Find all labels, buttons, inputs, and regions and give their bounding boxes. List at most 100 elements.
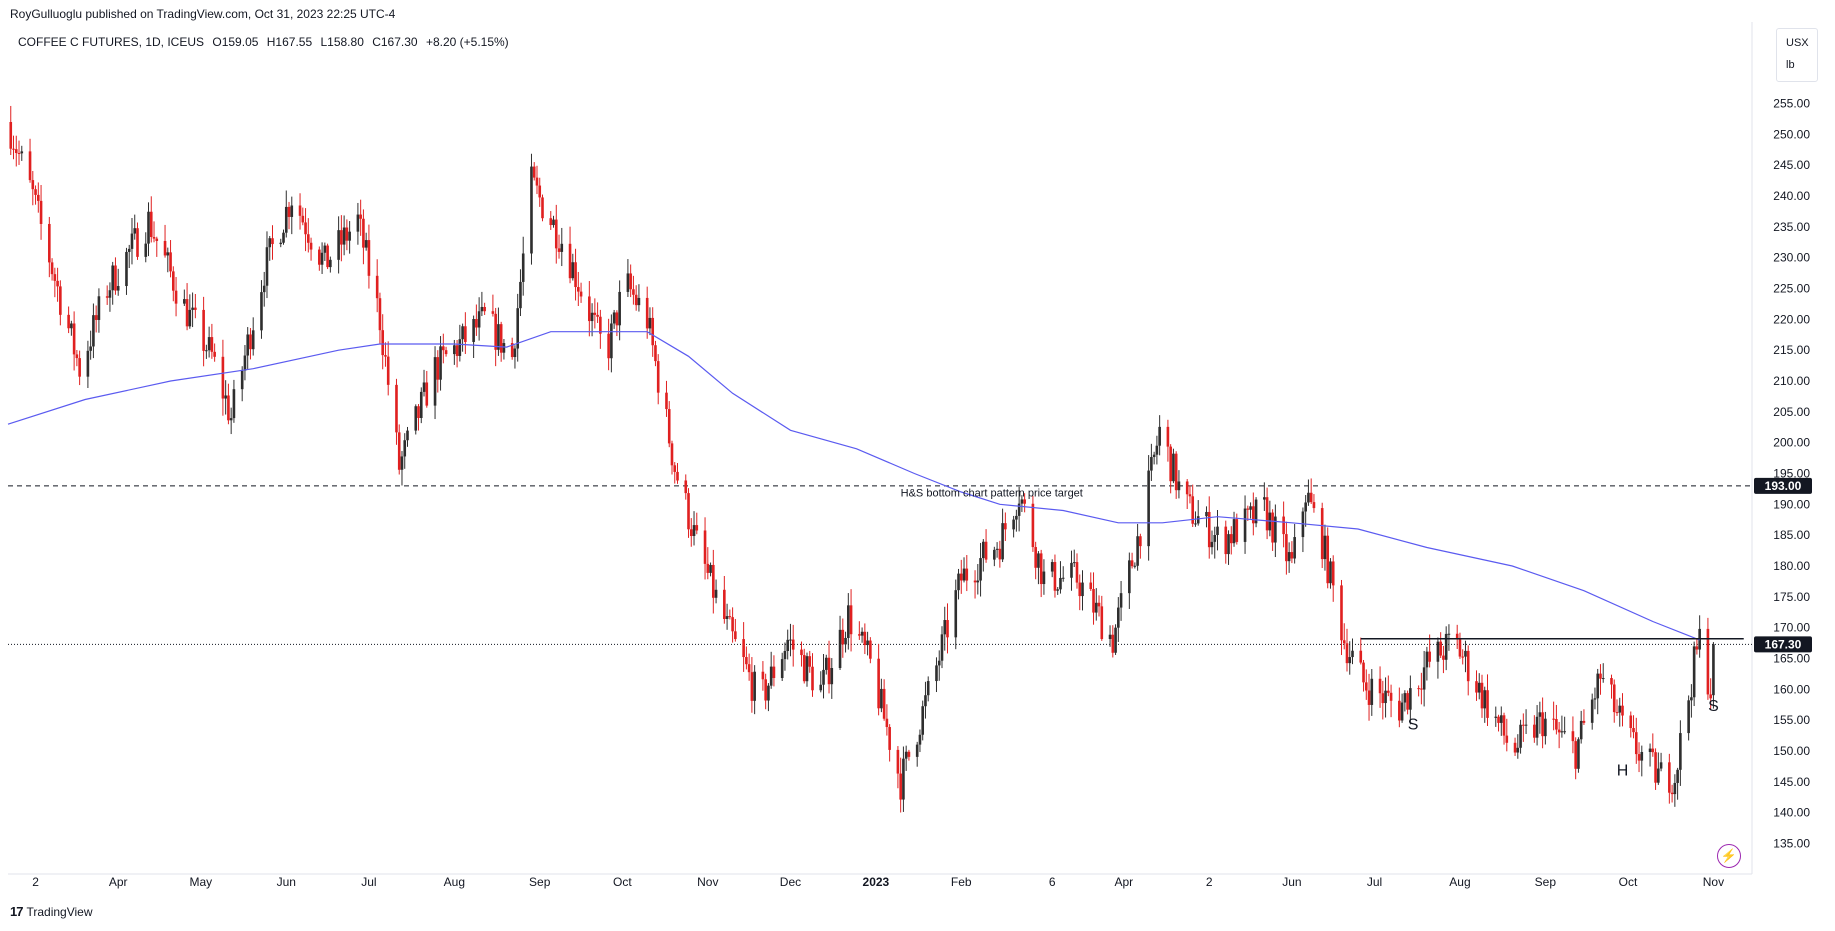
candle-body [838,629,842,669]
candle-body [1621,705,1624,716]
candle-body [240,370,244,390]
candle-body [860,631,864,636]
candle-body [1263,497,1266,500]
candle-body [174,290,178,304]
footer-brand[interactable]: 17 TradingView [10,904,93,919]
candle-body [1571,731,1575,742]
candle-body [1384,690,1387,704]
candle-body [1475,681,1478,693]
candle-body [307,234,310,243]
candle-body [444,350,448,355]
price-tick-label: 170.00 [1773,621,1810,635]
candle-body [301,215,305,223]
candle-body [1632,728,1635,733]
candle-body [1544,718,1547,737]
time-tick-label: Dec [780,875,801,889]
candle-body [17,152,21,154]
candle-body [1031,503,1035,548]
candle-body [993,549,996,560]
candle-body [858,634,861,636]
candle-body [1555,719,1558,730]
candle-body [1081,582,1084,597]
candle-body [1128,560,1131,594]
candle-body [808,656,812,667]
candle-body [147,211,150,244]
candle-body [1398,700,1401,721]
candle-body [656,361,660,393]
candle-body [786,639,790,651]
candle-body [213,351,216,357]
candle-body [1345,643,1349,664]
candle-body [39,200,43,224]
candle-body [1668,762,1671,793]
candle-body [243,355,247,371]
candle-body [364,240,368,248]
lightning-icon[interactable]: ⚡ [1717,844,1741,868]
low-value: L158.80 [320,35,364,49]
candle-body [1139,536,1142,547]
candle-body [497,324,500,350]
candle-body [125,251,128,287]
candle-body [935,665,938,682]
candle-body [1629,715,1633,729]
candle-body [1513,742,1517,753]
candle-body [326,245,329,268]
candle-body [279,242,283,245]
candle-body [863,631,867,646]
candle-body [1651,748,1655,753]
brand-label: TradingView [26,904,93,919]
symbol-legend[interactable]: COFFEE C FUTURES, 1D, ICEUS O159.05 H167… [18,35,514,49]
candle-body [207,337,211,351]
candle-body [607,333,610,359]
candle-body [1155,445,1159,455]
time-tick-label: 2 [1206,875,1213,889]
candle-body [634,294,638,306]
candle-body [1486,690,1489,718]
candle-body [1111,634,1115,653]
candle-body [1458,639,1462,657]
candle-body [1422,667,1426,690]
candle-body [907,751,911,757]
candle-body [822,669,825,685]
price-target-annotation: H&S bottom chart pattern price target [901,487,1083,499]
candle-body [34,189,37,195]
candle-body [1020,499,1024,504]
candle-body [877,658,880,709]
candle-body [976,580,980,583]
candle-body [1480,682,1484,709]
candle-body [1130,560,1134,567]
candle-body [915,744,919,757]
price-label-box [1754,477,1812,494]
candle-body [298,205,302,216]
candle-body [783,650,787,660]
candle-body [753,671,756,701]
candle-body [251,330,255,350]
candle-body [645,297,649,329]
candle-body [513,348,517,358]
candle-body [632,289,635,295]
candle-body [959,573,963,581]
candle-body [1709,694,1712,699]
time-tick-label: Nov [697,875,718,889]
candle-body [290,205,294,217]
candle-body [1455,633,1459,640]
candle-body [1169,446,1172,482]
candle-body [477,311,481,328]
candle-body [1320,508,1324,560]
candle-body [612,312,616,324]
candle-body [1119,593,1123,608]
candle-body [676,471,679,481]
candle-body [1037,553,1040,568]
candle-body [1089,582,1093,590]
candle-body [499,324,503,353]
candle-body [1593,698,1597,700]
price-tick-label: 215.00 [1773,343,1810,357]
candle-body [896,749,900,774]
candle-body [1174,453,1178,491]
candle-body [194,307,197,310]
candle-body [1444,633,1448,660]
unit-selector[interactable]: USX lb [1776,28,1818,82]
candle-body [419,391,423,419]
time-tick-label: Feb [951,875,972,889]
